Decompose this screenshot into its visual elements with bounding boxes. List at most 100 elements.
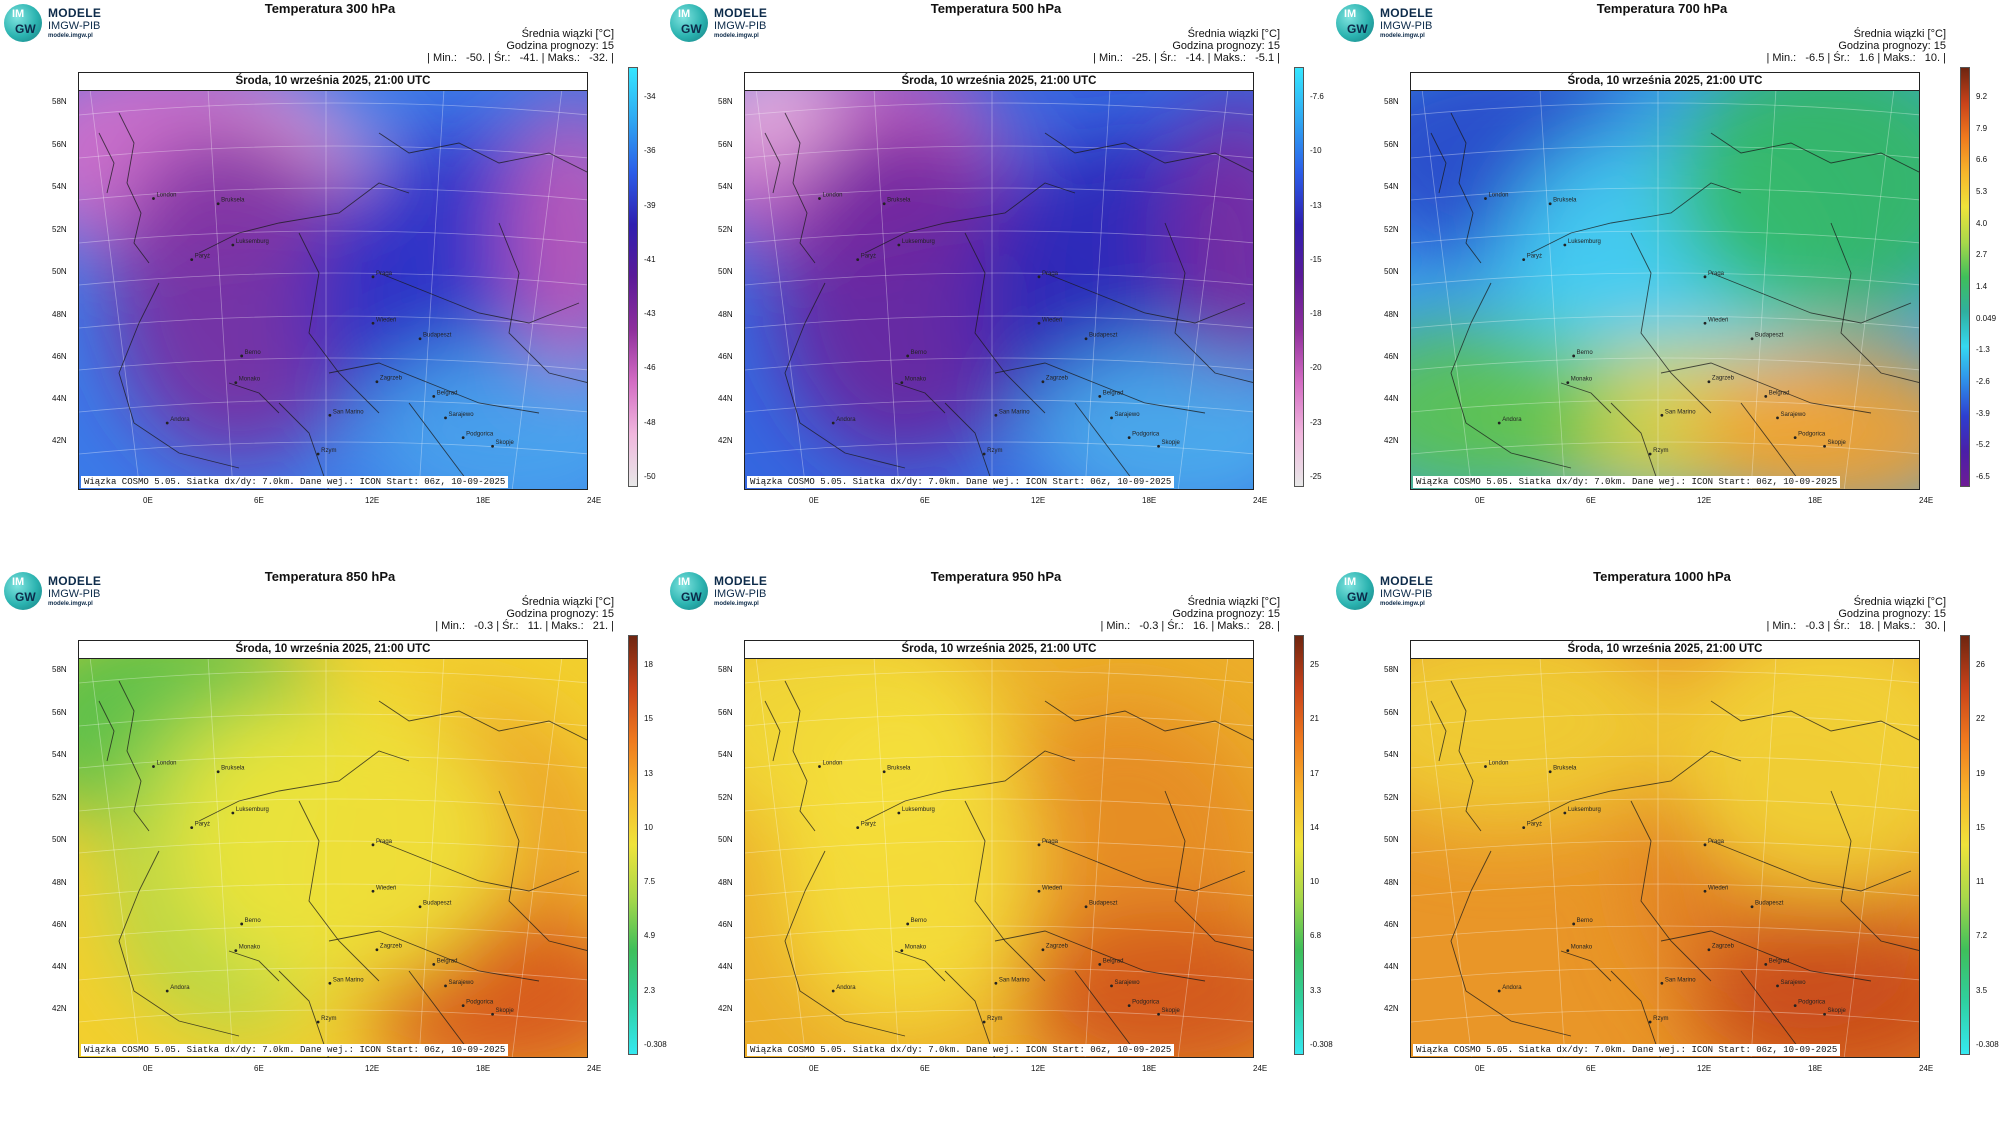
latitude-label: 52N <box>1384 225 1399 234</box>
latitude-line <box>745 145 1253 159</box>
latitude-label: 46N <box>1384 352 1399 361</box>
city-marker <box>1563 811 1567 815</box>
latitude-label: 50N <box>52 267 67 276</box>
temperature-region <box>1691 343 1919 489</box>
city-label: Praga <box>1042 839 1059 845</box>
border-line <box>198 750 410 822</box>
latitude-line <box>79 272 587 286</box>
logo-mark-im: IM <box>678 576 691 588</box>
border-line <box>1450 850 1572 1037</box>
city-marker <box>418 337 422 341</box>
colorbar-tick-label: 0.049 <box>1976 313 1997 323</box>
colorbar-tick-label: -18 <box>1310 309 1322 319</box>
border-line <box>378 840 580 892</box>
latitude-label: 42N <box>52 1004 67 1013</box>
border-line <box>1740 970 1802 1052</box>
colorbar-tick-label: 10 <box>1310 877 1319 887</box>
logo-mark-im: IM <box>12 576 25 588</box>
latitude-label: 56N <box>52 708 67 717</box>
longitude-label: 12E <box>1031 496 1046 505</box>
city-label: Luksemburg <box>902 807 935 813</box>
temperature-region <box>1170 93 1253 373</box>
city-label: Zagrzeb <box>1712 376 1735 382</box>
temperature-region <box>1671 641 1919 891</box>
border-line <box>1630 800 1712 982</box>
longitude-line <box>418 641 446 1057</box>
city-marker <box>900 381 904 384</box>
stats-box: Średnia wiązki [°C] Godzina prognozy: 15 |… <box>427 28 614 64</box>
latitude-line <box>745 967 1253 981</box>
border-line <box>964 800 1046 982</box>
latitude-line <box>79 670 587 684</box>
logo-title: MODELE <box>1380 574 1434 588</box>
forecast-hour: Godzina prognozy: 15 <box>1838 40 1946 52</box>
border-line <box>228 950 280 982</box>
latitude-label: 56N <box>718 708 733 717</box>
city-marker <box>1572 922 1576 926</box>
border-line <box>1430 132 1447 194</box>
colorbar-tick-label: 15 <box>1976 822 1985 832</box>
city-marker <box>1823 444 1826 448</box>
border-line <box>1710 700 1919 741</box>
city-marker <box>1793 1004 1797 1008</box>
border-line <box>1830 222 1919 383</box>
forecast-panel: IM GW MODELE IMGW-PIB modele.imgw.pl Temperat… <box>0 0 666 568</box>
border-line <box>298 232 380 414</box>
border-line <box>198 182 410 254</box>
latitude-label: 50N <box>1384 835 1399 844</box>
city-marker <box>1497 989 1501 993</box>
temperature-region <box>359 343 587 489</box>
longitude-line <box>872 73 900 489</box>
colorbar <box>628 635 638 1055</box>
latitude-line <box>745 441 1253 455</box>
forecast-hour: Godzina prognozy: 15 <box>1838 608 1946 620</box>
graticule <box>79 641 587 1057</box>
border-line <box>328 930 540 982</box>
colorbar <box>1294 635 1304 1055</box>
stats-line: | Min.: -0.3 | Śr.: 11. | Maks.: 21. | <box>435 620 614 632</box>
city-label: Bruksela <box>887 198 911 204</box>
border-line <box>98 700 115 762</box>
latitude-line <box>745 670 1253 684</box>
city-label: Skopje <box>1828 1008 1847 1014</box>
latitude-line <box>745 755 1253 769</box>
border-line <box>764 132 781 194</box>
city-marker <box>1127 1004 1131 1008</box>
city-marker <box>1084 905 1088 909</box>
map-field: London Bruksela Paryż Luksemburg Praga Wiedeń… <box>79 641 587 1057</box>
border-line <box>498 222 587 383</box>
longitude-line <box>1750 641 1778 1057</box>
colorbar-tick-label: 26 <box>1976 660 1985 669</box>
temperature-region <box>1671 73 1919 323</box>
border-line <box>278 402 329 489</box>
longitude-line <box>1538 641 1566 1057</box>
map-field: London Bruksela Paryż Luksemburg Praga Wiedeń… <box>745 641 1253 1057</box>
border-line <box>784 850 906 1037</box>
forecast-panel: IM GW MODELE IMGW-PIB modele.imgw.pl Temperat… <box>1332 0 1998 568</box>
longitude-line <box>1538 73 1566 489</box>
latitude-label: 50N <box>718 267 733 276</box>
city-label: Luksemburg <box>1568 239 1601 245</box>
forecast-panel: IM GW MODELE IMGW-PIB modele.imgw.pl Temperat… <box>0 568 667 1136</box>
city-label: Rzym <box>1653 448 1668 454</box>
longitude-label: 18E <box>476 1064 491 1073</box>
colorbar-tick-label: 4.0 <box>1976 218 1988 228</box>
longitude-label: 12E <box>1697 496 1712 505</box>
latitude-line <box>79 798 587 812</box>
latitude-line <box>79 925 587 939</box>
latitude-label: 48N <box>718 878 733 887</box>
city-label: Sarajewo <box>449 980 475 986</box>
valid-date-banner: Środa, 10 września 2025, 21:00 UTC <box>79 641 587 659</box>
border-line <box>1660 930 1872 982</box>
latitude-label: 44N <box>1384 394 1399 403</box>
map-field: London Bruksela Paryż Luksemburg Praga Wiedeń… <box>79 73 587 489</box>
latitude-line <box>745 840 1253 854</box>
borders <box>1430 112 1919 489</box>
city-label: Budapeszt <box>423 901 452 907</box>
colorbar-tick-label: 21 <box>1310 714 1319 724</box>
city-label: Zagrzeb <box>380 944 403 950</box>
longitude-line <box>1084 73 1112 489</box>
latitude-line <box>1411 670 1919 684</box>
latitude-line <box>79 187 587 201</box>
longitude-line <box>1177 73 1231 489</box>
